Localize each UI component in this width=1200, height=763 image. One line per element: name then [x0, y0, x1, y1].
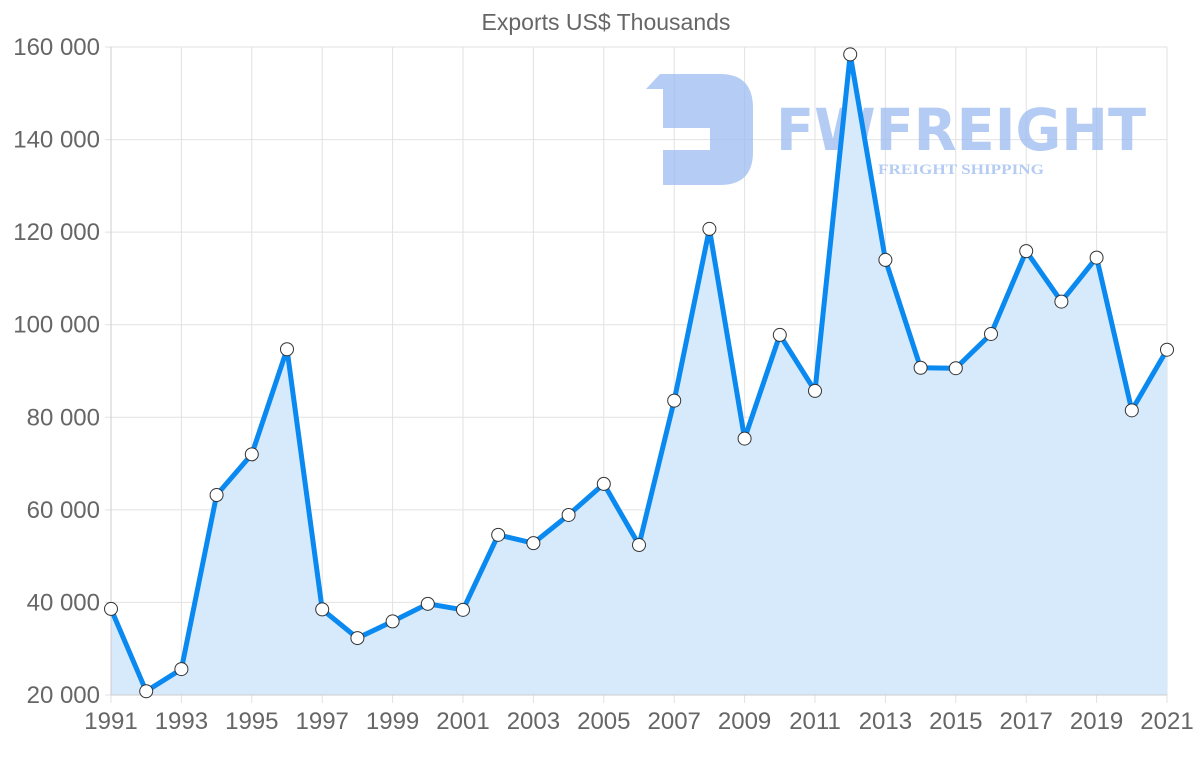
data-point-2008[interactable]: [702, 221, 717, 236]
y-tick-label: 80 000: [27, 404, 100, 431]
data-point-1994[interactable]: [209, 488, 224, 503]
data-points: [104, 47, 1174, 699]
y-tick-label: 120 000: [13, 219, 100, 246]
data-point-2012[interactable]: [843, 47, 858, 62]
data-point-2003[interactable]: [526, 536, 541, 551]
data-point-2009[interactable]: [737, 431, 752, 446]
x-tick-label: 2019: [1070, 708, 1123, 735]
x-tick-label: 2007: [648, 708, 701, 735]
data-point-2017[interactable]: [1019, 244, 1034, 259]
y-tick-label: 20 000: [27, 682, 100, 709]
data-point-2011[interactable]: [808, 383, 822, 398]
x-tick-label: 2013: [859, 708, 912, 735]
watermark-brand-text: FWFREIGHT: [776, 96, 1146, 164]
data-point-1999[interactable]: [385, 614, 400, 629]
y-tick-label: 60 000: [27, 497, 100, 524]
y-tick-label: 40 000: [27, 589, 100, 616]
data-point-2020[interactable]: [1124, 403, 1139, 418]
x-tick-label: 2003: [507, 708, 560, 735]
x-tick-label: 2009: [718, 708, 771, 735]
data-point-1998[interactable]: [350, 631, 365, 646]
y-axis-tick-labels: 20 000 40 000 60 000 80 000 100 000 120 000 14…: [13, 34, 100, 709]
fwfreight-logo-icon: [646, 74, 753, 185]
data-point-2014[interactable]: [913, 360, 928, 375]
data-point-1992[interactable]: [139, 684, 154, 699]
x-tick-label: 1993: [155, 708, 208, 735]
x-tick-label: 1997: [296, 708, 349, 735]
data-point-2015[interactable]: [948, 361, 963, 376]
x-tick-label: 2015: [929, 708, 982, 735]
data-point-2004[interactable]: [561, 507, 576, 522]
fwfreight-watermark: FWFREIGHT FREIGHT SHIPPING: [646, 74, 1146, 185]
data-point-2018[interactable]: [1054, 294, 1069, 309]
data-point-2001[interactable]: [456, 602, 470, 617]
data-point-1995[interactable]: [244, 447, 259, 462]
x-tick-label: 1999: [366, 708, 419, 735]
x-tick-label: 2021: [1140, 708, 1193, 735]
y-tick-label: 100 000: [13, 312, 100, 339]
data-point-2021[interactable]: [1160, 342, 1174, 357]
y-tick-label: 160 000: [13, 34, 100, 61]
data-point-1996[interactable]: [280, 342, 294, 357]
data-point-2019[interactable]: [1089, 250, 1104, 265]
data-point-1993[interactable]: [174, 662, 189, 677]
data-point-2006[interactable]: [632, 538, 646, 553]
data-point-1997[interactable]: [315, 602, 330, 617]
chart-title: Exports US$ Thousands: [482, 9, 731, 35]
data-point-2007[interactable]: [667, 393, 682, 408]
x-tick-label: 2001: [436, 708, 489, 735]
data-point-2013[interactable]: [878, 252, 893, 267]
data-point-2016[interactable]: [984, 326, 998, 341]
x-tick-label: 1995: [225, 708, 278, 735]
data-point-2005[interactable]: [596, 476, 611, 491]
data-point-2000[interactable]: [420, 596, 435, 611]
data-point-1991[interactable]: [104, 601, 118, 616]
data-point-2002[interactable]: [491, 527, 506, 542]
x-tick-label: 2011: [789, 708, 841, 735]
x-tick-label: 2017: [1000, 708, 1053, 735]
watermark-tagline-text: FREIGHT SHIPPING: [878, 162, 1044, 178]
y-tick-label: 140 000: [13, 127, 100, 154]
x-tick-label: 1991: [84, 708, 137, 735]
x-axis-tick-labels: 1991 1993 1995 1997 1999 2001 2003 2005 2007 2009…: [84, 708, 1193, 735]
x-tick-label: 2005: [577, 708, 630, 735]
data-point-2010[interactable]: [772, 327, 787, 342]
area-fill: [111, 54, 1167, 695]
